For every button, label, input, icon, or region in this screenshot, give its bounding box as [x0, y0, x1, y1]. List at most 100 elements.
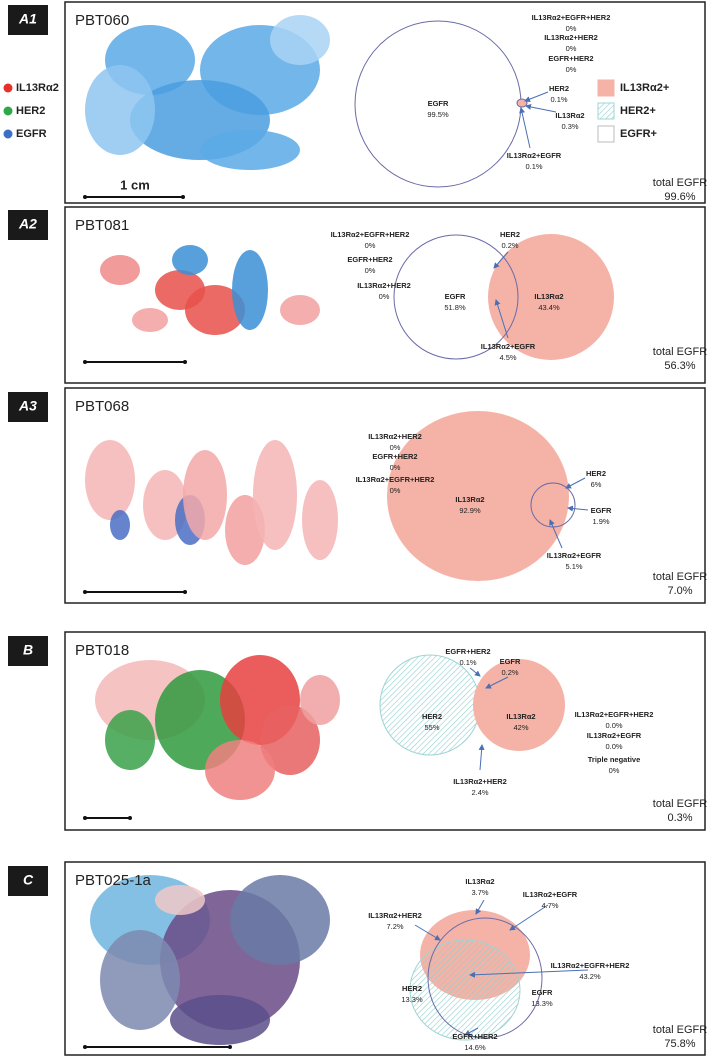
venn-set	[488, 234, 614, 360]
legend-label: EGFR+	[620, 128, 657, 140]
panel-tag: B	[23, 642, 33, 658]
total-label: total EGFR	[653, 1024, 707, 1036]
scale-end	[128, 816, 132, 820]
tissue-region	[100, 930, 180, 1030]
arrow	[475, 899, 485, 915]
region-name: IL13Rα2+EGFR+HER2	[551, 961, 630, 970]
venn-set	[473, 659, 565, 751]
region-name: IL13Rα2+EGFR	[507, 151, 562, 160]
region-name: HER2	[402, 984, 422, 993]
scale-end	[183, 360, 187, 364]
tissue-region	[232, 250, 268, 330]
region-name: IL13Rα2	[506, 712, 535, 721]
region-value: 43.4%	[538, 303, 560, 312]
region-value: 0%	[390, 443, 401, 452]
region-value: 13.3%	[401, 995, 423, 1004]
region-name: IL13Rα2+EGFR+HER2	[532, 13, 611, 22]
sample-name: PBT068	[75, 398, 129, 415]
scale-end	[183, 590, 187, 594]
arrow	[493, 251, 509, 269]
total-label: total EGFR	[653, 177, 707, 189]
region-name: IL13Rα2	[455, 495, 484, 504]
region-value: 0%	[365, 241, 376, 250]
legend-label: EGFR	[16, 128, 47, 140]
tissue-region	[100, 255, 140, 285]
region-value: 7.2%	[386, 922, 403, 931]
region-name: HER2	[422, 712, 442, 721]
arrow	[494, 299, 509, 339]
region-value: 0%	[390, 463, 401, 472]
tissue-region	[155, 885, 205, 915]
legend-dot	[3, 83, 13, 93]
arrow	[469, 667, 481, 677]
legend-dot	[3, 129, 13, 139]
arrow	[469, 969, 589, 978]
scale-end	[83, 1045, 87, 1049]
tissue-region	[132, 308, 168, 332]
region-value: 4.5%	[499, 353, 516, 362]
arrow	[509, 904, 549, 931]
panel-frame	[64, 387, 706, 604]
sample-name: PBT025-1a	[75, 872, 152, 889]
region-value: 1.9%	[592, 517, 609, 526]
legend-swatch	[597, 125, 615, 143]
tissue-region	[85, 440, 135, 520]
region-name: IL13Rα2+HER2	[357, 281, 411, 290]
sample-name: PBT018	[75, 642, 129, 659]
panel-tag: A1	[18, 11, 37, 27]
tissue-region	[170, 995, 270, 1045]
region-name: IL13Rα2+EGFR+HER2	[356, 475, 435, 484]
panel-frame	[64, 1, 706, 204]
region-name: IL13Rα2+EGFR	[523, 890, 578, 899]
arrow	[485, 676, 509, 689]
region-name: EGFR+HER2	[347, 255, 392, 264]
region-value: 0%	[566, 65, 577, 74]
scale-label: 1 cm	[120, 177, 150, 192]
scale-end	[83, 360, 87, 364]
legend-swatch	[597, 102, 615, 120]
region-name: HER2	[500, 230, 520, 239]
region-name: IL13Rα2+HER2	[368, 432, 422, 441]
region-name: EGFR	[532, 988, 553, 997]
region-value: 99.5%	[427, 110, 449, 119]
arrow	[549, 519, 563, 549]
tissue-region	[230, 875, 330, 965]
arrow	[525, 104, 557, 113]
total-label: total EGFR	[653, 571, 707, 583]
region-value: 0.0%	[605, 721, 622, 730]
tissue-region	[260, 705, 320, 775]
region-value: 0.1%	[550, 95, 567, 104]
total-value: 0.3%	[667, 812, 692, 824]
region-name: IL13Rα2+EGFR+HER2	[331, 230, 410, 239]
region-name: HER2	[549, 84, 569, 93]
scale-end	[181, 195, 185, 199]
tissue-region	[253, 440, 297, 550]
scale-end	[83, 816, 87, 820]
region-value: 0.0%	[605, 742, 622, 751]
region-value: 0.3%	[561, 122, 578, 131]
scale-end	[83, 195, 87, 199]
region-name: IL13Rα2	[465, 877, 494, 886]
venn-set	[516, 98, 528, 108]
region-value: 0%	[609, 766, 620, 775]
venn-set	[393, 234, 519, 360]
region-name: HER2	[586, 469, 606, 478]
region-name: EGFR+HER2	[372, 452, 417, 461]
tissue-region	[280, 295, 320, 325]
region-name: IL13Rα2	[534, 292, 563, 301]
total-value: 7.0%	[667, 585, 692, 597]
sample-name: PBT060	[75, 12, 129, 29]
panel-tag: A3	[18, 398, 37, 414]
region-name: IL13Rα2+HER2	[453, 777, 507, 786]
region-value: 3.7%	[471, 888, 488, 897]
region-name: IL13Rα2+EGFR+HER2	[575, 710, 654, 719]
region-name: EGFR+HER2	[548, 54, 593, 63]
panel-tag-box	[8, 866, 48, 896]
venn-set	[427, 917, 543, 1039]
total-value: 75.8%	[664, 1038, 695, 1050]
region-value: 4.7%	[541, 901, 558, 910]
tissue-region	[300, 675, 340, 725]
scale-end	[228, 1045, 232, 1049]
sample-name: PBT081	[75, 217, 129, 234]
